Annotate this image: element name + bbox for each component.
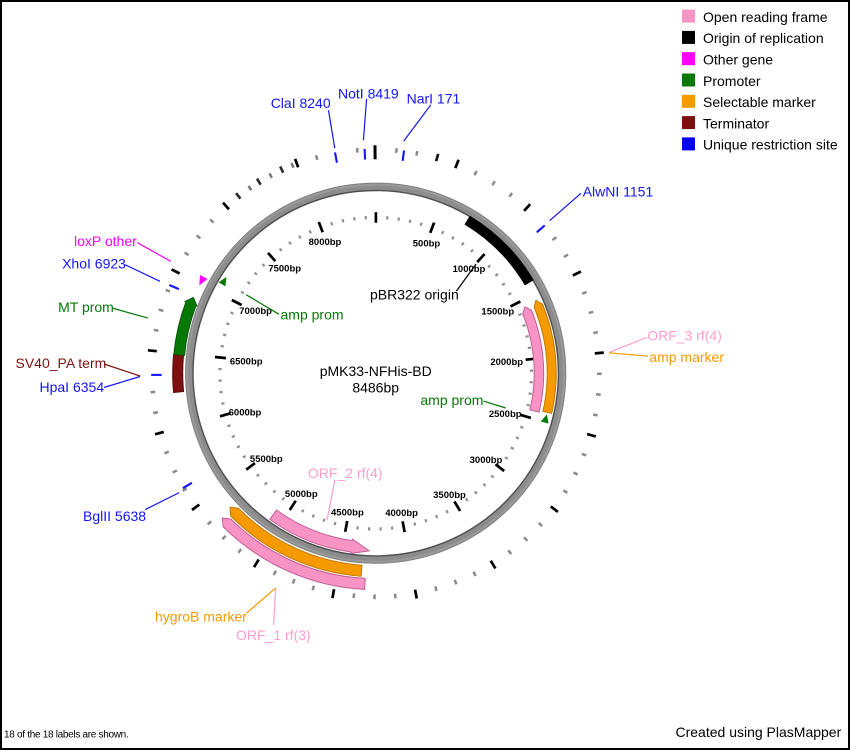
svg-text:3000bp: 3000bp (470, 455, 503, 466)
svg-text:Created using PlasMapper: Created using PlasMapper (676, 724, 842, 740)
svg-text:NarI 171: NarI 171 (407, 91, 461, 107)
svg-text:Open reading frame: Open reading frame (703, 9, 828, 25)
svg-text:BglII 5638: BglII 5638 (83, 508, 146, 524)
svg-text:6000bp: 6000bp (229, 408, 262, 419)
svg-text:hygroB marker: hygroB marker (155, 609, 247, 625)
svg-text:pBR322 origin: pBR322 origin (370, 287, 459, 303)
svg-text:ORF_3 rf(4): ORF_3 rf(4) (647, 328, 722, 344)
svg-text:ORF_1 rf(3): ORF_1 rf(3) (236, 627, 311, 643)
svg-text:500bp: 500bp (413, 238, 441, 249)
svg-text:8486bp: 8486bp (352, 380, 399, 396)
svg-text:4000bp: 4000bp (385, 508, 418, 519)
svg-text:ClaI 8240: ClaI 8240 (271, 95, 331, 111)
svg-text:4500bp: 4500bp (331, 508, 364, 519)
svg-text:5000bp: 5000bp (285, 489, 318, 500)
svg-text:1500bp: 1500bp (481, 306, 514, 317)
svg-text:Selectable marker: Selectable marker (703, 94, 816, 110)
svg-text:Promoter: Promoter (703, 73, 761, 89)
svg-text:amp prom: amp prom (420, 392, 483, 408)
svg-text:Terminator: Terminator (703, 115, 769, 131)
svg-text:pMK33-NFHis-BD: pMK33-NFHis-BD (320, 363, 432, 379)
svg-text:SV40_PA term: SV40_PA term (16, 355, 107, 371)
svg-text:7500bp: 7500bp (268, 264, 301, 275)
svg-text:HpaI 6354: HpaI 6354 (40, 379, 105, 395)
svg-text:5500bp: 5500bp (250, 454, 283, 465)
svg-text:8000bp: 8000bp (309, 237, 342, 248)
svg-text:Other gene: Other gene (703, 52, 773, 68)
svg-text:amp prom: amp prom (281, 307, 344, 323)
svg-text:XhoI 6923: XhoI 6923 (62, 256, 126, 272)
svg-text:loxP other: loxP other (74, 233, 137, 249)
svg-text:Origin of replication: Origin of replication (703, 30, 824, 46)
svg-text:6500bp: 6500bp (230, 357, 263, 368)
svg-text:amp marker: amp marker (649, 349, 724, 365)
svg-text:3500bp: 3500bp (433, 490, 466, 501)
svg-text:2000bp: 2000bp (490, 357, 523, 368)
svg-text:ORF_2 rf(4): ORF_2 rf(4) (308, 465, 383, 481)
svg-text:MT prom: MT prom (58, 299, 114, 315)
svg-text:Unique restriction site: Unique restriction site (703, 137, 838, 153)
svg-text:18 of the 18 labels are shown.: 18 of the 18 labels are shown. (4, 730, 128, 741)
svg-text:AlwNI 1151: AlwNI 1151 (583, 184, 654, 200)
svg-text:2500bp: 2500bp (489, 409, 522, 420)
svg-text:NotI 8419: NotI 8419 (338, 86, 399, 102)
